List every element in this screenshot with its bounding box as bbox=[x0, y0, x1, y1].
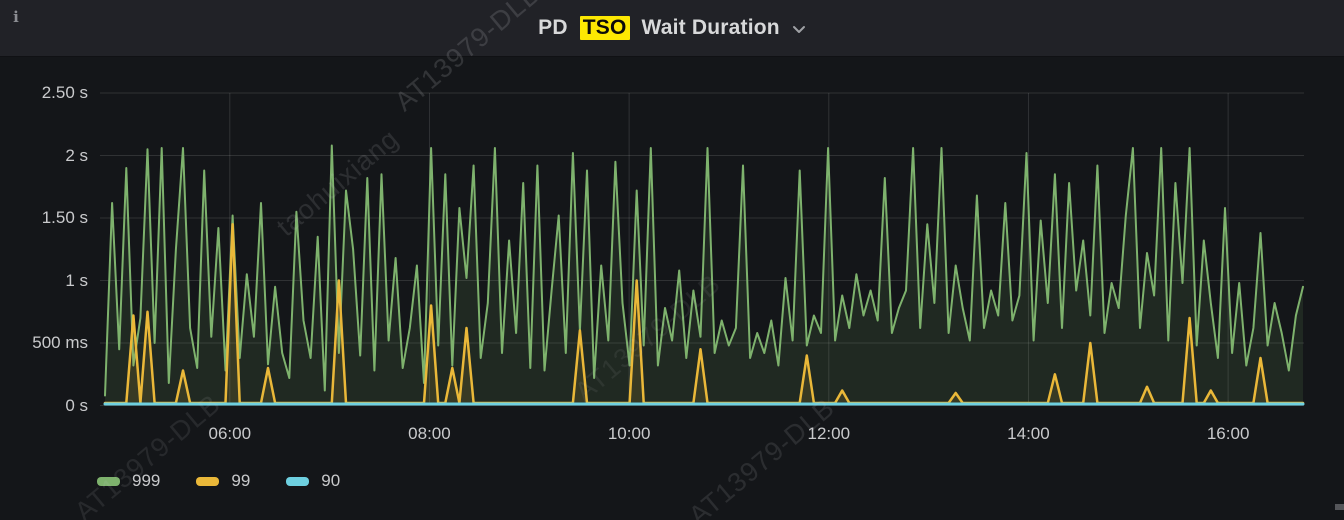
y-tick-label: 2.50 s bbox=[41, 83, 88, 102]
legend-item-999[interactable]: 999 bbox=[97, 471, 160, 491]
x-tick-label: 12:00 bbox=[807, 424, 851, 443]
x-tick-label: 10:00 bbox=[607, 424, 651, 443]
y-tick-label: 500 ms bbox=[32, 333, 88, 352]
y-tick-label: 1.50 s bbox=[41, 208, 88, 227]
legend-swatch-99 bbox=[196, 476, 220, 486]
title-suffix: Wait Duration bbox=[641, 16, 780, 39]
legend-label: 90 bbox=[321, 471, 341, 490]
series-999-fill bbox=[105, 145, 1303, 406]
series-999-line bbox=[104, 144, 1304, 397]
x-tick-label: 14:00 bbox=[1007, 424, 1050, 443]
x-tick-label: 08:00 bbox=[408, 424, 451, 443]
legend-item-90[interactable]: 90 bbox=[286, 471, 340, 491]
panel-title[interactable]: PD TSO Wait Duration bbox=[538, 16, 806, 40]
info-icon[interactable]: i bbox=[13, 8, 19, 26]
resize-handle[interactable] bbox=[1335, 504, 1344, 510]
legend-label: 99 bbox=[231, 471, 251, 490]
legend-swatch-90 bbox=[286, 476, 310, 486]
y-tick-label: 1 s bbox=[65, 270, 88, 290]
chevron-down-icon[interactable] bbox=[792, 25, 806, 34]
panel-header: i PD TSO Wait Duration bbox=[0, 0, 1344, 57]
title-search-highlight: TSO bbox=[579, 16, 630, 40]
legend: 999 99 90 bbox=[97, 471, 340, 491]
x-tick-label: 06:00 bbox=[208, 424, 252, 443]
y-tick-label: 0 s bbox=[65, 395, 88, 415]
legend-label: 999 bbox=[132, 471, 161, 490]
title-prefix: PD bbox=[538, 16, 568, 39]
x-tick-label: 16:00 bbox=[1206, 424, 1250, 443]
legend-item-99[interactable]: 99 bbox=[196, 471, 250, 491]
y-tick-label: 2 s bbox=[65, 145, 88, 165]
legend-swatch-999 bbox=[97, 476, 120, 486]
